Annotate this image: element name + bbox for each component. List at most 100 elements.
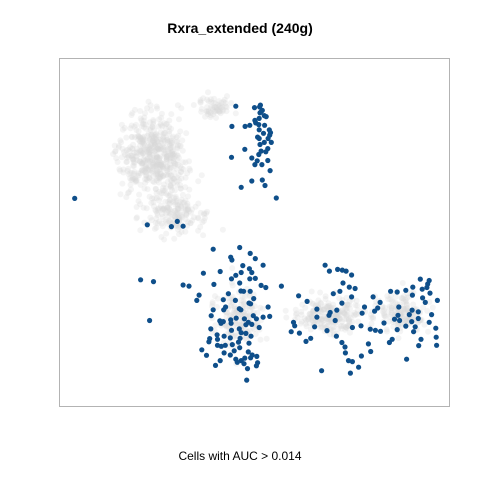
background-cell-point <box>142 110 148 116</box>
background-cell-point <box>344 307 350 313</box>
background-cell-point <box>145 186 151 192</box>
background-cell-point <box>258 337 264 343</box>
highlighted-cell-point <box>263 149 268 154</box>
background-cell-point <box>421 322 427 328</box>
highlighted-cell-point <box>208 326 213 331</box>
background-cell-point <box>183 208 189 214</box>
highlighted-cells <box>72 103 440 383</box>
highlighted-cell-point <box>416 343 421 348</box>
background-cell-point <box>199 219 205 225</box>
highlighted-cell-point <box>233 104 238 109</box>
background-cell-point <box>146 147 152 153</box>
background-cell-point <box>130 146 136 152</box>
highlighted-cell-point <box>413 324 418 329</box>
highlighted-cell-point <box>257 110 262 115</box>
background-cell-point <box>174 179 180 185</box>
background-cell-point <box>112 143 118 149</box>
highlighted-cell-point <box>296 293 301 298</box>
highlighted-cell-point <box>229 328 234 333</box>
highlighted-cell-point <box>267 314 272 319</box>
highlighted-cell-point <box>349 294 354 299</box>
background-cell-point <box>151 179 157 185</box>
background-cell-point <box>205 89 211 95</box>
highlighted-cell-point <box>433 326 438 331</box>
highlighted-cell-point <box>232 348 237 353</box>
highlighted-cell-point <box>247 123 252 128</box>
highlighted-cell-point <box>378 329 383 334</box>
highlighted-cell-point <box>395 313 400 318</box>
highlighted-cell-point <box>339 340 344 345</box>
highlighted-cell-point <box>221 307 226 312</box>
highlighted-cell-point <box>218 321 223 326</box>
highlighted-cell-point <box>206 339 211 344</box>
background-cell-point <box>147 215 153 221</box>
highlighted-cell-point <box>312 324 317 329</box>
background-cell-point <box>187 220 193 226</box>
highlighted-cell-point <box>328 310 333 315</box>
highlighted-cell-point <box>429 312 434 317</box>
highlighted-cell-point <box>262 183 267 188</box>
background-cell-point <box>197 99 203 105</box>
highlighted-cell-point <box>314 315 319 320</box>
highlighted-cell-point <box>257 325 262 330</box>
highlighted-cell-point <box>434 335 439 340</box>
highlighted-cell-point <box>215 332 220 337</box>
background-cell-point <box>186 158 192 164</box>
background-cell-point <box>171 236 177 242</box>
highlighted-cell-point <box>246 341 251 346</box>
highlighted-cell-point <box>274 195 279 200</box>
background-cell-point <box>132 107 138 113</box>
background-cell-point <box>309 317 315 323</box>
highlighted-cell-point <box>266 304 271 309</box>
highlighted-cell-point <box>211 282 216 287</box>
highlighted-cell-point <box>347 285 352 290</box>
background-cell-point <box>323 293 329 299</box>
background-cell-point <box>146 138 152 144</box>
background-cell-point <box>215 296 221 302</box>
highlighted-cell-point <box>289 329 294 334</box>
background-cell-point <box>122 125 128 131</box>
background-cell-point <box>147 194 153 200</box>
background-cell-point <box>430 305 436 311</box>
background-cell-point <box>137 143 143 149</box>
highlighted-cell-point <box>254 316 259 321</box>
highlighted-cell-point <box>423 300 428 305</box>
highlighted-cell-point <box>395 289 400 294</box>
background-cell-point <box>175 206 181 212</box>
background-cell-point <box>175 102 181 108</box>
highlighted-cell-point <box>181 224 186 229</box>
highlighted-cell-point <box>245 366 250 371</box>
background-cell-point <box>211 104 217 110</box>
highlighted-cell-point <box>333 318 338 323</box>
highlighted-cell-point <box>349 272 354 277</box>
highlighted-cell-point <box>169 224 174 229</box>
highlighted-cell-point <box>259 149 264 154</box>
background-cell-point <box>183 130 189 136</box>
background-cell-point <box>167 191 173 197</box>
highlighted-cell-point <box>337 289 342 294</box>
highlighted-cell-point <box>242 356 247 361</box>
highlighted-cell-point <box>248 251 253 256</box>
background-cell-point <box>396 335 402 341</box>
background-cell-point <box>333 312 339 318</box>
background-cell-point <box>324 304 330 310</box>
highlighted-cell-point <box>319 368 324 373</box>
highlighted-cell-point <box>252 105 257 110</box>
background-cell-point <box>136 192 142 198</box>
background-cell-point <box>175 133 181 139</box>
background-cell-point <box>425 329 431 335</box>
background-cell-point <box>318 321 324 327</box>
background-cell-point <box>133 127 139 133</box>
background-cell-point <box>125 166 131 172</box>
background-cell-point <box>336 295 342 301</box>
background-cell-point <box>179 165 185 171</box>
highlighted-cell-point <box>252 162 257 167</box>
background-cell-point <box>344 302 350 308</box>
background-cell-point <box>302 315 308 321</box>
highlighted-cell-point <box>239 185 244 190</box>
highlighted-cell-point <box>229 257 234 262</box>
highlighted-cell-point <box>246 301 251 306</box>
highlighted-cell-point <box>375 305 380 310</box>
highlighted-cell-point <box>234 316 239 321</box>
highlighted-cell-point <box>213 363 218 368</box>
